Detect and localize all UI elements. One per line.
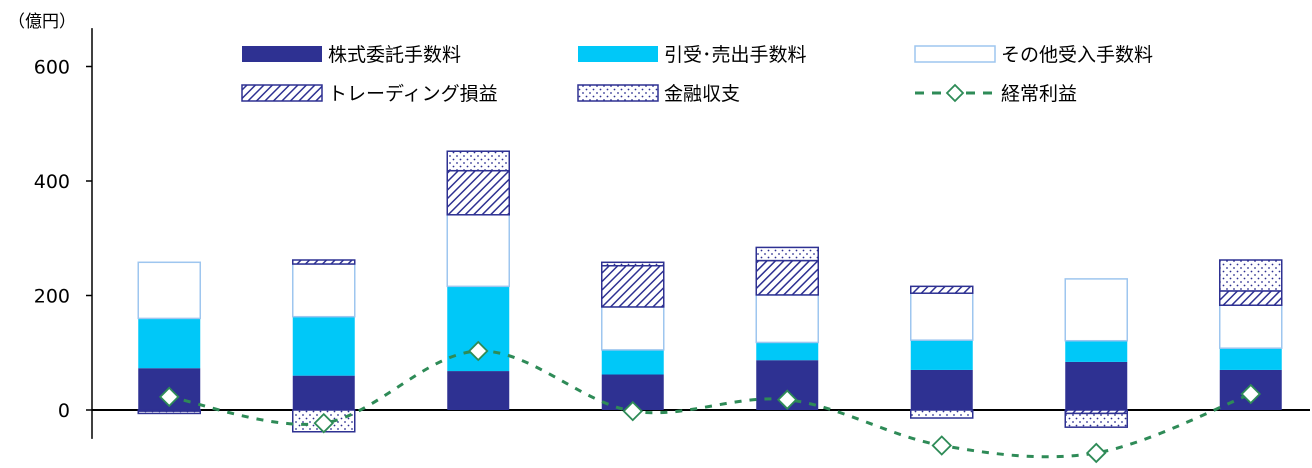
legend-label-ordinary_profit: 経常利益 (1001, 83, 1077, 105)
bar-trading (1219, 290, 1283, 306)
bar-underwriting (601, 349, 664, 375)
legend-label-financial: 金融収支 (664, 83, 740, 105)
bar-underwriting (292, 316, 355, 376)
ordinary-profit-marker (467, 340, 489, 362)
legend-label-commission: 株式委託手数料 (328, 44, 461, 66)
bar-underwriting (1065, 340, 1128, 362)
bar-financial (1064, 412, 1128, 428)
bar-other (1064, 278, 1128, 342)
legend-swatch-commission (242, 46, 322, 62)
legend-swatch-marker (945, 83, 965, 103)
bar-trading (601, 264, 665, 308)
bars (137, 150, 1283, 433)
bar-financial (446, 150, 510, 172)
bar-financial (1219, 259, 1283, 292)
bar-financial (137, 410, 201, 415)
bar-trading (755, 259, 819, 296)
bar-underwriting (910, 340, 973, 370)
bar-trading (446, 169, 510, 216)
bar-other (755, 294, 819, 344)
ordinary-profit-marker (1240, 383, 1262, 405)
legend-swatch-underwriting (578, 46, 658, 62)
legend-label-other: その他受入手数料 (1001, 44, 1153, 66)
y-tick-label: 400 (34, 171, 70, 193)
y-tick-label: 0 (58, 400, 70, 422)
bar-trading (292, 259, 356, 265)
legend-label-underwriting: 引受･売出手数料 (664, 44, 807, 66)
legend-swatch-trading (241, 84, 323, 102)
legend-swatch-other (914, 45, 996, 63)
unit-label: （億円） (8, 12, 76, 32)
bar-commission (1065, 361, 1128, 410)
bar-other (1219, 304, 1283, 349)
bar-financial (755, 246, 819, 262)
bar-financial (601, 261, 665, 267)
bar-underwriting (756, 342, 819, 361)
ordinary-profit-marker (776, 389, 798, 410)
ordinary-profit-marker (931, 435, 953, 456)
bar-underwriting (138, 318, 201, 369)
bar-other (292, 263, 356, 318)
ordinary-profit-line (158, 340, 1262, 464)
bar-commission (910, 369, 973, 410)
y-tick-label: 200 (34, 286, 70, 308)
bar-other (601, 306, 665, 351)
bar-underwriting (1219, 348, 1282, 370)
bar-commission (292, 375, 355, 410)
bar-trading (910, 285, 974, 294)
y-tick-label: 600 (34, 57, 70, 79)
bar-other (910, 292, 974, 341)
bar-financial (910, 409, 974, 419)
ordinary-profit-marker (1085, 442, 1107, 464)
legend-label-trading: トレーディング損益 (328, 83, 498, 105)
ordinary-profit-curve (168, 349, 1252, 459)
bar-commission (447, 371, 510, 410)
ordinary-profit-marker (622, 400, 644, 422)
ordinary-profit-marker (158, 386, 180, 408)
legend-swatch-financial (577, 84, 659, 102)
ordinary-profit-marker (313, 412, 335, 434)
bar-other (446, 214, 510, 288)
bar-other (137, 261, 201, 320)
